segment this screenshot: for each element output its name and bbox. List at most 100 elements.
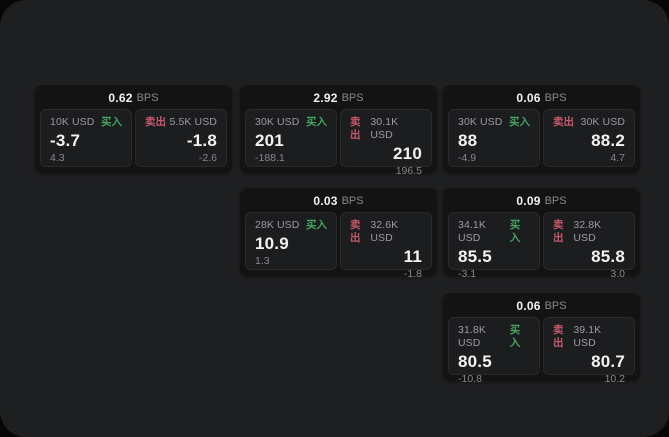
sell-size: 32.6K USD [370, 219, 399, 244]
quote-panels: 10K USD 买入 -3.7 4.3 卖出 5.5K USD -1.8 -2.… [35, 108, 232, 167]
sell-panel[interactable]: 卖出 30.1K USD 210 196.5 [340, 109, 432, 177]
sell-price: 210 [393, 144, 422, 163]
spread-unit: BPS [341, 91, 364, 104]
sell-price: 85.8 [591, 247, 625, 266]
buy-size: 30K USD [255, 116, 300, 128]
spread-value: 2.92 [313, 90, 338, 105]
sell-panel-top: 卖出 30.1K USD [350, 116, 422, 142]
buy-delta: -188.1 [255, 152, 285, 164]
spread-unit: BPS [341, 194, 364, 207]
buy-label: 买入 [509, 116, 530, 128]
buy-label: 买入 [101, 116, 122, 128]
buy-panel[interactable]: 10K USD 买入 -3.7 4.3 [40, 109, 132, 167]
sell-size: 5.5K USD [169, 116, 217, 128]
sell-panel[interactable]: 卖出 32.8K USD 85.8 3.0 [543, 212, 635, 280]
buy-panel[interactable]: 31.8K USD 买入 80.5 -10.8 [448, 317, 540, 385]
quote-card: 0.62 BPS 10K USD 买入 -3.7 4.3 卖出 5.5K USD… [35, 85, 232, 173]
spread-value: 0.09 [516, 193, 541, 208]
buy-delta: 4.3 [50, 152, 65, 164]
spread-header: 0.09 BPS [443, 188, 640, 211]
sell-delta: -2.6 [198, 152, 217, 164]
buy-delta: 1.3 [255, 255, 270, 267]
buy-label: 买入 [306, 219, 327, 231]
sell-delta: 196.5 [395, 165, 422, 177]
buy-panel-top: 30K USD 买入 [255, 116, 327, 129]
sell-panel[interactable]: 卖出 30K USD 88.2 4.7 [543, 109, 635, 167]
sell-panel[interactable]: 卖出 32.6K USD 11 -1.8 [340, 212, 432, 280]
buy-label: 买入 [306, 116, 327, 128]
sell-label: 卖出 [553, 219, 564, 244]
spread-unit: BPS [544, 194, 567, 207]
quote-panels: 34.1K USD 买入 85.5 -3.1 卖出 32.8K USD 85.8… [443, 211, 640, 280]
sell-price: 88.2 [591, 131, 625, 150]
quote-card: 0.03 BPS 28K USD 买入 10.9 1.3 卖出 32.6K US… [240, 188, 437, 280]
buy-panel-top: 28K USD 买入 [255, 219, 327, 232]
sell-panel-top: 卖出 39.1K USD [553, 324, 625, 350]
sell-delta: 10.2 [604, 373, 625, 385]
buy-panel[interactable]: 28K USD 买入 10.9 1.3 [245, 212, 337, 270]
buy-panel[interactable]: 30K USD 买入 201 -188.1 [245, 109, 337, 167]
sell-price: 11 [403, 247, 422, 266]
sell-delta: -1.8 [403, 268, 422, 280]
buy-label: 买入 [509, 219, 521, 244]
spread-value: 0.06 [516, 90, 541, 105]
sell-label: 卖出 [145, 116, 166, 128]
buy-size: 34.1K USD [458, 219, 486, 244]
spread-value: 0.62 [108, 90, 133, 105]
sell-price: 80.7 [591, 352, 625, 371]
buy-price: 80.5 [458, 352, 492, 371]
quote-panels: 30K USD 买入 88 -4.9 卖出 30K USD 88.2 4.7 [443, 108, 640, 167]
sell-delta: 4.7 [610, 152, 625, 164]
sell-size: 30.1K USD [370, 116, 399, 141]
sell-panel[interactable]: 卖出 39.1K USD 80.7 10.2 [543, 317, 635, 385]
quote-panels: 28K USD 买入 10.9 1.3 卖出 32.6K USD 11 -1.8 [240, 211, 437, 280]
sell-delta: 3.0 [610, 268, 625, 280]
quote-panels: 30K USD 买入 201 -188.1 卖出 30.1K USD 210 1… [240, 108, 437, 177]
sell-panel[interactable]: 卖出 5.5K USD -1.8 -2.6 [135, 109, 227, 167]
buy-panel[interactable]: 30K USD 买入 88 -4.9 [448, 109, 540, 167]
buy-price: 201 [255, 131, 284, 150]
buy-size: 10K USD [50, 116, 95, 128]
buy-size: 31.8K USD [458, 324, 486, 349]
buy-price: -3.7 [50, 131, 81, 150]
buy-label: 买入 [509, 324, 521, 349]
buy-panel-top: 31.8K USD 买入 [458, 324, 530, 350]
sell-size: 32.8K USD [573, 219, 602, 244]
spread-header: 0.03 BPS [240, 188, 437, 211]
sell-size: 30K USD [580, 116, 625, 128]
sell-panel-top: 卖出 5.5K USD [145, 116, 217, 129]
quote-card: 0.06 BPS 31.8K USD 买入 80.5 -10.8 卖出 39.1… [443, 293, 640, 385]
buy-panel-top: 30K USD 买入 [458, 116, 530, 129]
spread-value: 0.03 [313, 193, 338, 208]
spread-header: 0.62 BPS [35, 85, 232, 108]
quote-card: 2.92 BPS 30K USD 买入 201 -188.1 卖出 30.1K … [240, 85, 437, 177]
sell-label: 卖出 [553, 324, 564, 349]
buy-price: 10.9 [255, 234, 289, 253]
spread-unit: BPS [544, 91, 567, 104]
sell-label: 卖出 [350, 219, 361, 244]
buy-delta: -10.8 [458, 373, 482, 385]
buy-size: 28K USD [255, 219, 300, 231]
buy-price: 88 [458, 131, 478, 150]
quote-panels: 31.8K USD 买入 80.5 -10.8 卖出 39.1K USD 80.… [443, 316, 640, 385]
sell-panel-top: 卖出 32.6K USD [350, 219, 422, 245]
sell-label: 卖出 [553, 116, 574, 128]
spread-header: 0.06 BPS [443, 85, 640, 108]
buy-panel-top: 34.1K USD 买入 [458, 219, 530, 245]
sell-panel-top: 卖出 32.8K USD [553, 219, 625, 245]
sell-label: 卖出 [350, 116, 361, 141]
spread-header: 0.06 BPS [443, 293, 640, 316]
sell-size: 39.1K USD [573, 324, 602, 349]
spread-unit: BPS [136, 91, 159, 104]
buy-delta: -4.9 [458, 152, 477, 164]
buy-panel-top: 10K USD 买入 [50, 116, 122, 129]
quote-card: 0.09 BPS 34.1K USD 买入 85.5 -3.1 卖出 32.8K… [443, 188, 640, 280]
buy-price: 85.5 [458, 247, 492, 266]
buy-panel[interactable]: 34.1K USD 买入 85.5 -3.1 [448, 212, 540, 280]
spread-unit: BPS [544, 299, 567, 312]
buy-size: 30K USD [458, 116, 503, 128]
spread-value: 0.06 [516, 298, 541, 313]
spread-header: 2.92 BPS [240, 85, 437, 108]
sell-panel-top: 卖出 30K USD [553, 116, 625, 129]
